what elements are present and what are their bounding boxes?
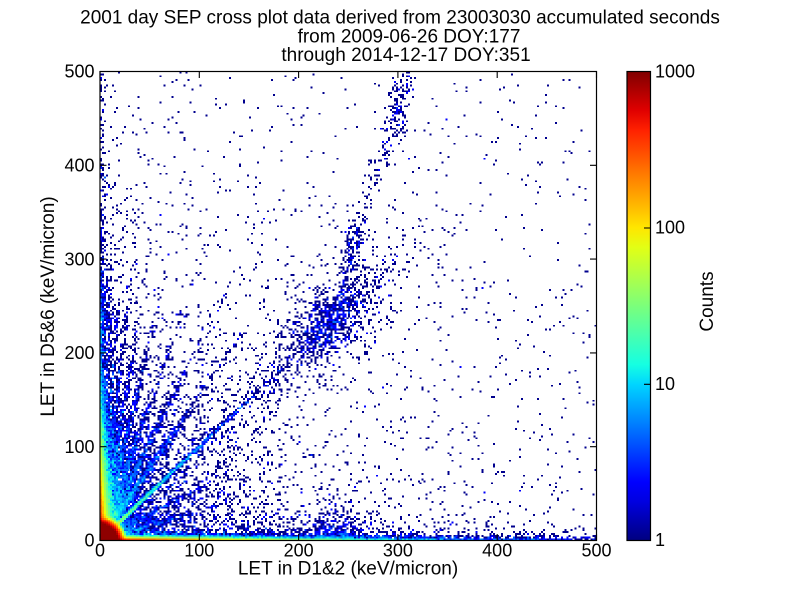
svg-text:200: 200 — [64, 343, 94, 363]
svg-text:100: 100 — [655, 218, 685, 238]
svg-text:300: 300 — [383, 541, 413, 561]
svg-text:1000: 1000 — [655, 62, 695, 82]
svg-text:0: 0 — [95, 541, 105, 561]
svg-text:500: 500 — [64, 62, 94, 82]
svg-text:1: 1 — [655, 530, 665, 550]
svg-text:10: 10 — [655, 374, 675, 394]
svg-text:200: 200 — [284, 541, 314, 561]
svg-text:2001 day SEP cross plot data d: 2001 day SEP cross plot data derived fro… — [80, 8, 720, 29]
svg-text:Counts: Counts — [697, 271, 718, 331]
svg-text:300: 300 — [64, 249, 94, 269]
svg-text:0: 0 — [84, 531, 94, 551]
svg-text:400: 400 — [64, 156, 94, 176]
svg-text:LET in D1&2 (keV/micron): LET in D1&2 (keV/micron) — [238, 559, 458, 580]
svg-text:100: 100 — [64, 437, 94, 457]
svg-text:400: 400 — [482, 541, 512, 561]
svg-text:from 2009-06-26 DOY:177: from 2009-06-26 DOY:177 — [298, 26, 521, 47]
svg-text:500: 500 — [581, 541, 611, 561]
svg-text:100: 100 — [184, 541, 214, 561]
svg-text:through 2014-12-17 DOY:351: through 2014-12-17 DOY:351 — [281, 45, 530, 66]
svg-text:LET in D5&6 (keV/micron): LET in D5&6 (keV/micron) — [38, 196, 59, 416]
